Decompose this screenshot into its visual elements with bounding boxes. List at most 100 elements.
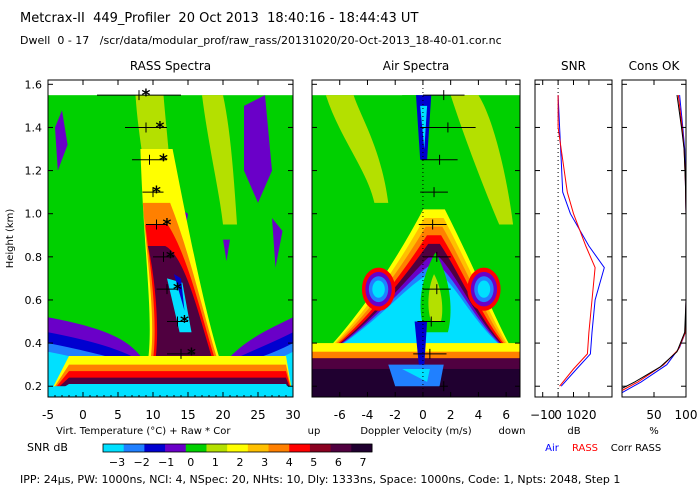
corrected-temp-marker: * [159, 151, 168, 171]
colorbar-swatch [123, 444, 145, 452]
x-axis-label: Virt. Temperature (°C) + Raw * Cor [56, 426, 231, 437]
colorbar-tick-label: −2 [133, 456, 149, 469]
y-tick-label: 0.8 [25, 251, 43, 264]
dwell-info: Dwell 0 - 17 /scr/data/modular_prof/raw_… [20, 34, 502, 47]
y-tick-label: 1.0 [25, 208, 43, 221]
colorbar-swatch [289, 444, 311, 452]
x-tick-label: 0 [79, 408, 87, 422]
air-blank-top [312, 80, 520, 96]
x-tick-label: 100 [675, 408, 698, 422]
corrected-temp-marker: * [156, 118, 165, 138]
colorbar-swatch [103, 444, 125, 452]
radar-parameters: IPP: 24μs, PW: 1000ns, NCI: 4, NSpec: 20… [20, 473, 621, 486]
air-side-lobe [372, 280, 385, 298]
rass-patch [272, 218, 283, 268]
corrected-temp-marker: * [163, 215, 172, 235]
snr-rass-line [557, 95, 596, 387]
colorbar-tick-label: 7 [360, 456, 367, 469]
colorbar-tick-label: 0 [187, 456, 194, 469]
colorbar-tick-label: 5 [310, 456, 317, 469]
colorbar-tick-label: 1 [212, 456, 219, 469]
cons-air-line [621, 95, 687, 394]
panel-title: SNR [561, 59, 586, 73]
x-tick-label: -4 [361, 408, 373, 422]
x-axis-label-down: down [499, 426, 526, 437]
colorbar-swatch [247, 444, 270, 452]
corrected-temp-marker: * [180, 313, 189, 333]
x-tick-label: -5 [42, 408, 54, 422]
x-tick-label: 0 [554, 408, 562, 422]
air-side-lobe [477, 280, 491, 298]
colorbar-swatch [351, 444, 373, 452]
colorbar-label: SNR dB [27, 441, 68, 454]
x-axis-label: Doppler Velocity (m/s) [360, 426, 471, 437]
panel-title: Air Spectra [383, 59, 450, 73]
colorbar-tick-label: −3 [109, 456, 125, 469]
x-axis-label: % [649, 426, 659, 437]
rass-streak [202, 95, 237, 225]
y-tick-label: 1.6 [25, 78, 43, 91]
cons-corr-rass-line [621, 95, 687, 389]
profiler-chart: ********* RASS Spectra0.20.40.60.81.01.2… [5, 59, 698, 469]
air-echo-core [428, 274, 443, 322]
panel-title: RASS Spectra [130, 59, 211, 73]
air-streak [402, 95, 421, 193]
x-tick-label: -2 [389, 408, 401, 422]
x-tick-label: 5 [114, 408, 122, 422]
colorbar-swatch [144, 444, 166, 452]
colorbar-swatch [165, 444, 187, 452]
cons-rass-line [621, 95, 687, 391]
colorbar-tick-label: −1 [158, 456, 174, 469]
colorbar-swatch [309, 444, 332, 452]
x-tick-label: -6 [334, 408, 346, 422]
legend-air: Air [545, 443, 560, 454]
colorbar-swatch [268, 444, 290, 452]
colorbar-swatch [185, 444, 207, 452]
rass-core [167, 278, 192, 333]
x-axis-label: dB [567, 426, 580, 437]
x-tick-label: 20 [215, 408, 230, 422]
panel-frame [47, 79, 294, 398]
x-tick-label: 30 [285, 408, 300, 422]
rass-patch [223, 239, 230, 262]
corrected-temp-marker: * [152, 183, 161, 203]
air-echo-layer [318, 274, 518, 359]
corrected-temp-marker: * [187, 345, 196, 365]
rass-blank-top [48, 80, 293, 96]
y-axis-label: Height (km) [5, 209, 16, 269]
panel-title: Cons OK [629, 59, 681, 73]
x-tick-label: 50 [646, 408, 661, 422]
x-tick-label: 4 [475, 408, 483, 422]
y-tick-label: 1.4 [25, 121, 43, 134]
x-tick-label: 15 [180, 408, 195, 422]
colorbar-swatch [330, 444, 352, 452]
rass-surface-layer [48, 386, 293, 397]
x-tick-label: 6 [502, 408, 510, 422]
corrected-temp-marker: * [166, 248, 175, 268]
colorbar-tick-label: 6 [335, 456, 342, 469]
colorbar-swatch [206, 444, 228, 452]
legend-corr-rass: Corr RASS [611, 443, 661, 454]
x-tick-label: 10 [566, 408, 581, 422]
colorbar-tick-label: 4 [286, 456, 293, 469]
panel-frame [534, 79, 613, 398]
legend-rass: RASS [572, 443, 598, 454]
y-tick-label: 0.2 [25, 380, 43, 393]
x-tick-label: 20 [581, 408, 596, 422]
corrected-temp-marker: * [142, 86, 151, 106]
display-title: Metcrax-II 449_Profiler 20 Oct 2013 18:4… [20, 11, 419, 26]
x-tick-label: 2 [447, 408, 455, 422]
y-tick-label: 1.2 [25, 165, 43, 178]
rass-spectra-field [48, 80, 293, 397]
snr-air-line [557, 95, 605, 387]
colorbar-tick-label: 2 [237, 456, 244, 469]
y-tick-label: 0.6 [25, 294, 43, 307]
x-tick-label: 25 [250, 408, 265, 422]
rass-patch [244, 95, 272, 203]
colorbar-swatch [227, 444, 249, 452]
corrected-temp-marker: * [173, 280, 182, 300]
panel-frame [621, 79, 687, 398]
rass-core [174, 274, 185, 311]
x-tick-label: 0 [419, 408, 427, 422]
